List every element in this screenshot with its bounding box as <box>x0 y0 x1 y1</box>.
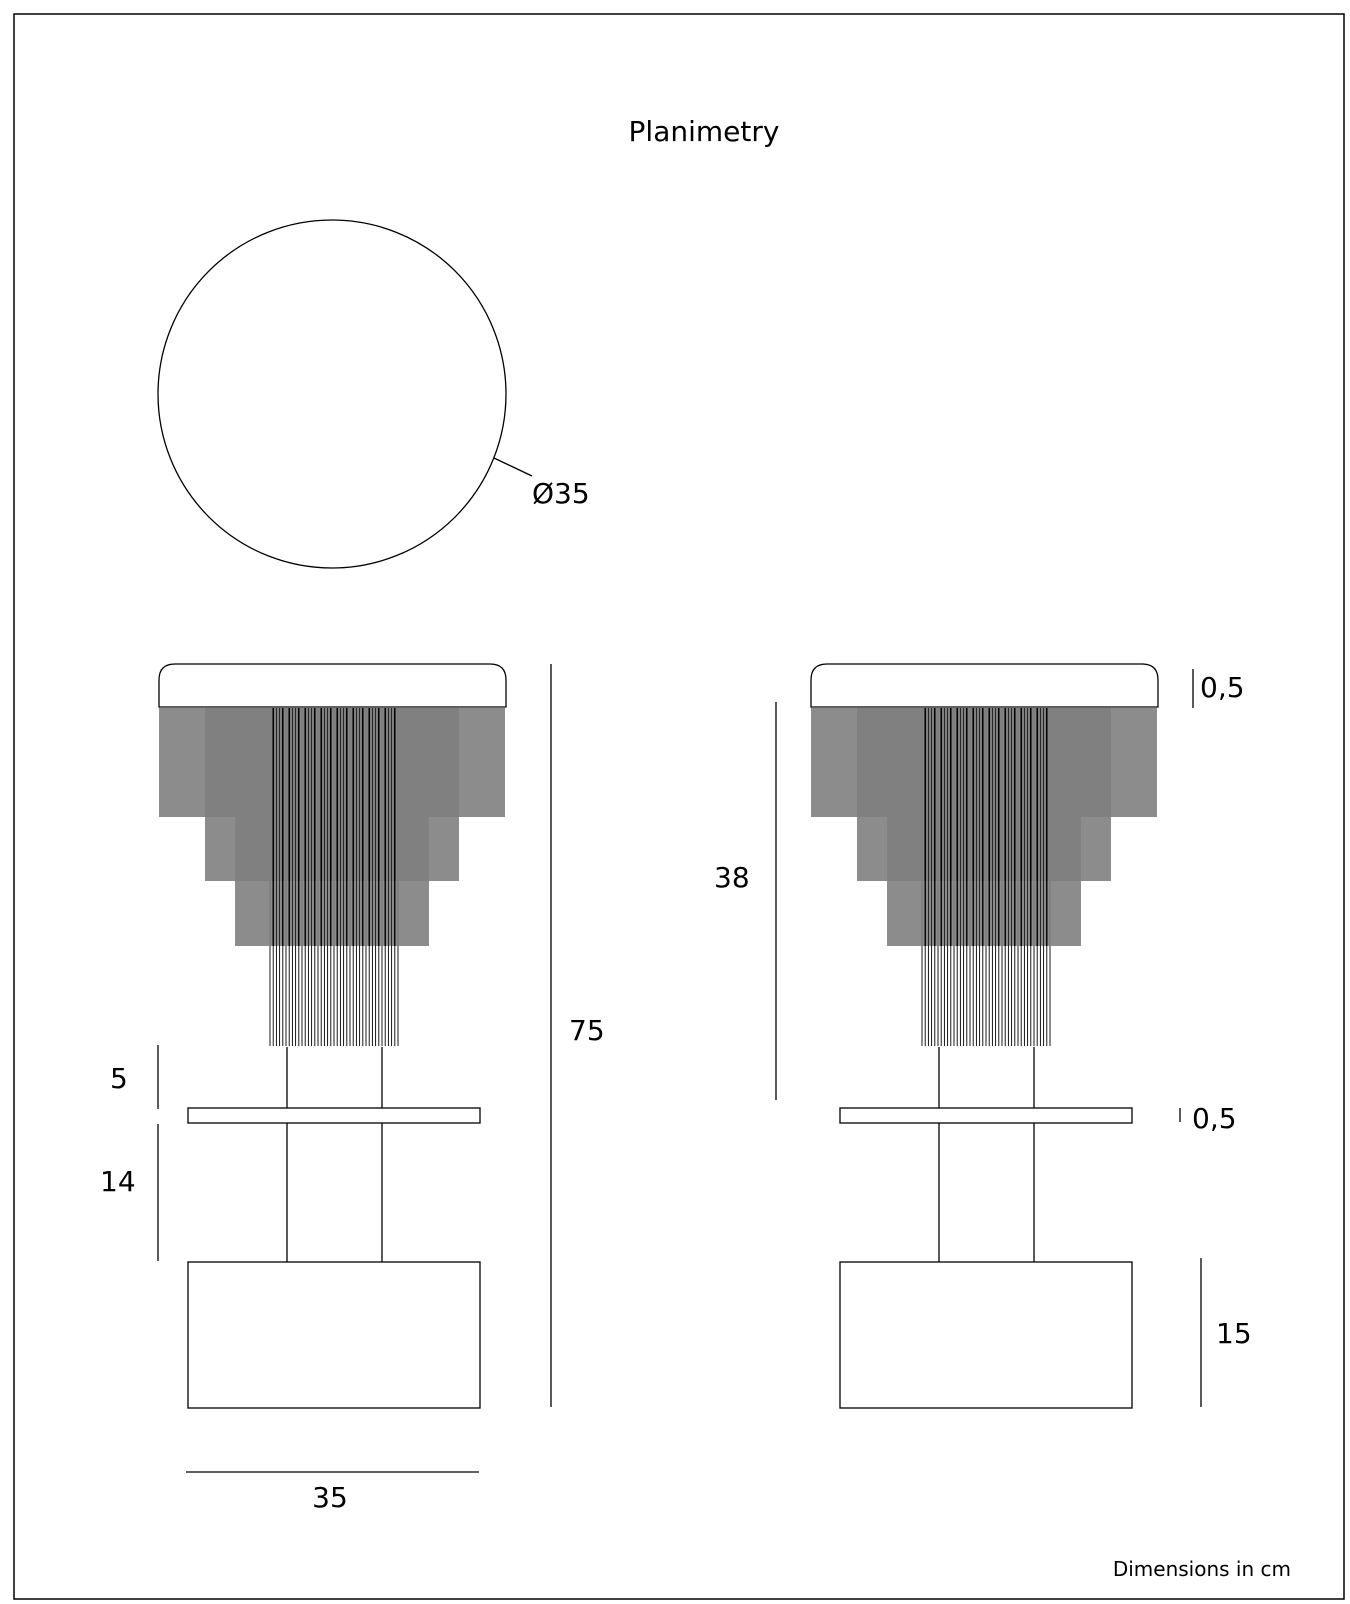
side-view: 0,5 38 0,5 15 <box>714 663 1252 1409</box>
front-fringe <box>159 708 505 1046</box>
dimensions-footnote: Dimensions in cm <box>1113 1557 1291 1581</box>
front-top-cap <box>158 663 507 708</box>
diameter-leader-line <box>493 457 533 477</box>
side-top-cap <box>810 663 1159 708</box>
plan-circle <box>157 219 507 569</box>
diameter-label: Ø35 <box>532 477 590 510</box>
plan-view: Ø35 <box>157 219 590 569</box>
width-label: 35 <box>312 1481 348 1514</box>
front-shelf <box>187 1107 481 1124</box>
front-base-block <box>187 1261 481 1409</box>
drawing-frame <box>13 13 1345 1600</box>
total-height-label: 75 <box>569 1014 605 1047</box>
base-height-label: 15 <box>1216 1317 1252 1350</box>
side-base-block <box>839 1261 1133 1409</box>
page-title: Planimetry <box>629 115 780 148</box>
shelf-thickness-label: 0,5 <box>1192 1102 1237 1135</box>
side-fringe <box>811 708 1157 1046</box>
gap-label: 5 <box>110 1062 128 1095</box>
column-label: 14 <box>100 1165 136 1198</box>
side-shelf <box>839 1107 1133 1124</box>
top-thickness-label: 0,5 <box>1200 671 1245 704</box>
fringe-height-label: 38 <box>714 861 750 894</box>
front-view: 35 75 5 14 <box>100 663 605 1514</box>
